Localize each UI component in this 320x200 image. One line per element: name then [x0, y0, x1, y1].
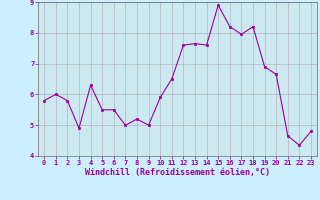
X-axis label: Windchill (Refroidissement éolien,°C): Windchill (Refroidissement éolien,°C): [85, 168, 270, 177]
